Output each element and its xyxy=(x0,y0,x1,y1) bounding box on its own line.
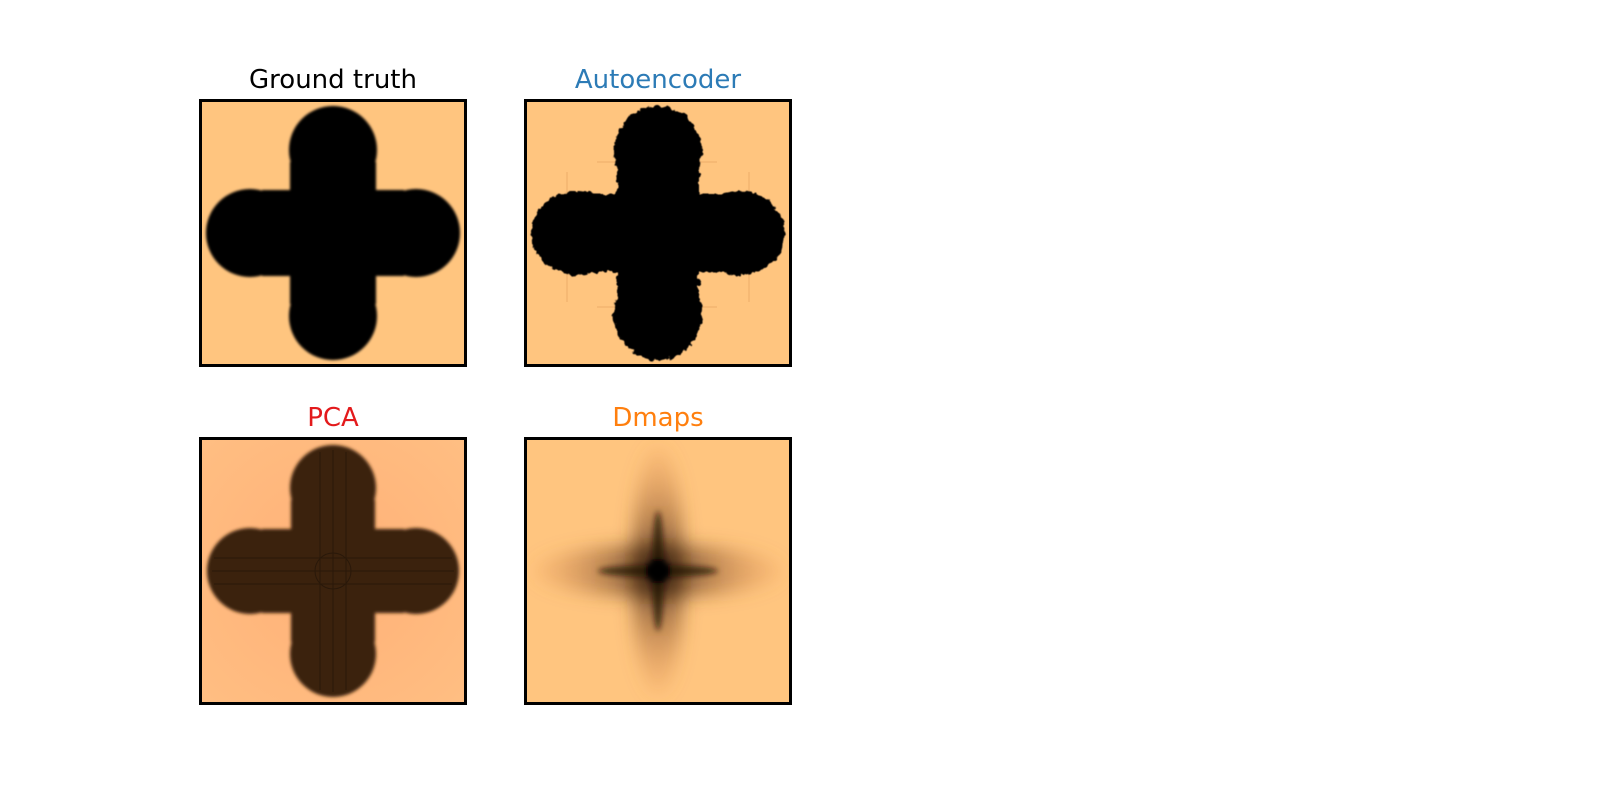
panel-title-autoencoder: Autoencoder xyxy=(574,65,742,95)
quatrefoil-shape xyxy=(206,106,460,360)
image-pca xyxy=(199,437,467,705)
pca-shape-image xyxy=(202,440,464,702)
image-dmaps xyxy=(524,437,792,705)
panel-title-ground-truth: Ground truth xyxy=(249,65,417,95)
panel-title-dmaps: Dmaps xyxy=(612,403,704,433)
autoencoder-reconstructed-shape xyxy=(531,106,785,360)
dmaps-shape-image xyxy=(527,440,789,702)
ground-truth-shape-image xyxy=(202,102,464,364)
image-autoencoder xyxy=(524,99,792,367)
image-ground-truth xyxy=(199,99,467,367)
autoencoder-shape-image xyxy=(527,102,789,364)
panel-title-pca: PCA xyxy=(307,403,359,433)
